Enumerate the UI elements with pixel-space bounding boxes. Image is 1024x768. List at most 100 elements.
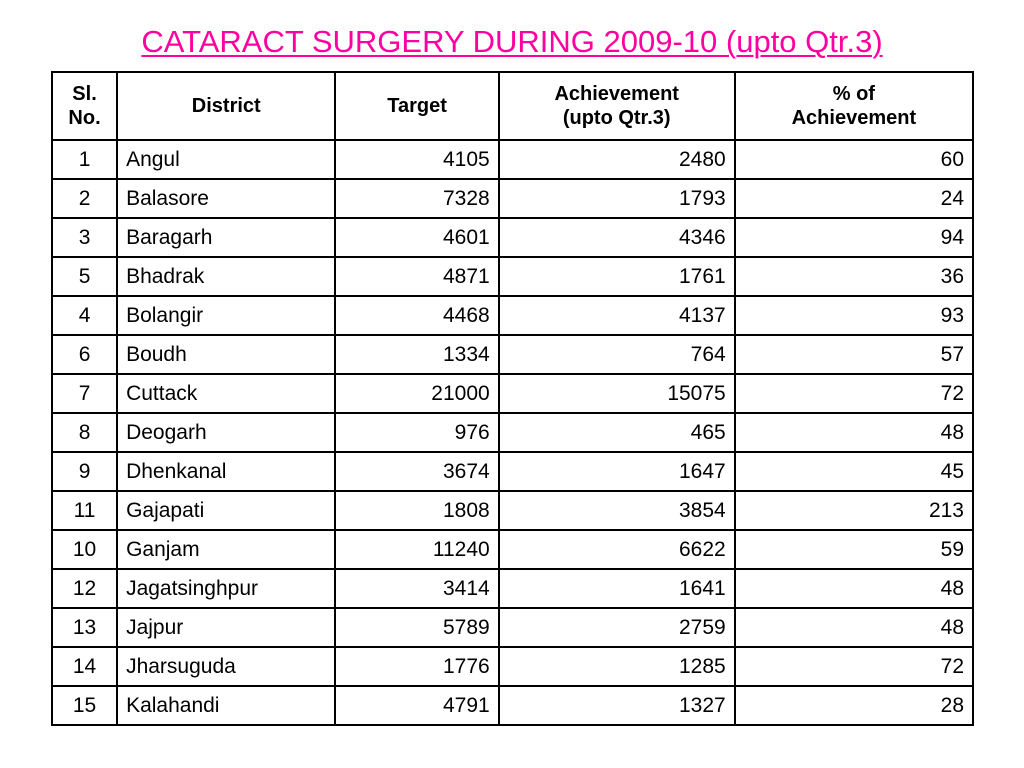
table-row: 14 Jharsuguda 1776 1285 72: [50, 646, 975, 687]
cell-achievement: 2759: [497, 607, 736, 648]
table-row: 9 Dhenkanal 3674 1647 45: [50, 451, 975, 492]
table-row: 7 Cuttack 21000 15075 72: [50, 373, 975, 414]
cell-slno: 1: [50, 139, 119, 180]
cell-achievement: 1285: [497, 646, 736, 687]
cell-pct-achievement: 36: [733, 256, 975, 297]
cell-pct-achievement: 59: [733, 529, 975, 570]
cell-achievement: 465: [497, 412, 736, 453]
header-achievement-line2: (upto Qtr.3): [562, 107, 671, 129]
cell-pct-achievement: 45: [733, 451, 975, 492]
cell-pct-achievement: 48: [733, 607, 975, 648]
cell-achievement: 1327: [497, 685, 736, 726]
cell-target: 4791: [334, 685, 500, 726]
header-slno-line2: No.: [68, 107, 101, 129]
cell-district: Bhadrak: [116, 256, 337, 297]
cell-pct-achievement: 48: [733, 412, 975, 453]
table-row: 10 Ganjam 11240 6622 59: [50, 529, 975, 570]
cell-achievement: 6622: [497, 529, 736, 570]
cell-slno: 11: [50, 490, 119, 531]
table-row: 2 Balasore 7328 1793 24: [50, 178, 975, 219]
header-target: Target: [334, 71, 500, 141]
header-achievement-line1: Achievement: [554, 83, 679, 105]
cell-achievement: 1761: [497, 256, 736, 297]
cell-target: 4871: [334, 256, 500, 297]
cell-slno: 2: [50, 178, 119, 219]
header-pct-line2: Achievement: [791, 107, 917, 129]
table-header: Sl. No. District Target Achievement (upto …: [50, 71, 975, 141]
cell-slno: 8: [50, 412, 119, 453]
cell-pct-achievement: 60: [733, 139, 975, 180]
table-row: 13 Jajpur 5789 2759 48: [50, 607, 975, 648]
cell-achievement: 1793: [497, 178, 736, 219]
cell-target: 11240: [334, 529, 500, 570]
cell-slno: 5: [50, 256, 119, 297]
cell-district: Gajapati: [116, 490, 337, 531]
cell-district: Angul: [116, 139, 337, 180]
cell-district: Jagatsinghpur: [116, 568, 337, 609]
cell-district: Dhenkanal: [116, 451, 337, 492]
table-row: 3 Baragarh 4601 4346 94: [50, 217, 975, 258]
cell-achievement: 4346: [497, 217, 736, 258]
cell-pct-achievement: 213: [733, 490, 975, 531]
table-row: 12 Jagatsinghpur 3414 1641 48: [50, 568, 975, 609]
cell-pct-achievement: 94: [733, 217, 975, 258]
cell-target: 3674: [334, 451, 500, 492]
cell-target: 1776: [334, 646, 500, 687]
cell-target: 21000: [334, 373, 500, 414]
header-pct-achievement: % of Achievement: [733, 71, 975, 141]
header-slno: Sl. No.: [50, 71, 119, 141]
table-body: 1 Angul 4105 2480 60 2 Balasore 7328 1793 24 3 Bara…: [50, 139, 975, 726]
cell-slno: 4: [50, 295, 119, 336]
cell-pct-achievement: 24: [733, 178, 975, 219]
cell-slno: 13: [50, 607, 119, 648]
cell-district: Jajpur: [116, 607, 337, 648]
cell-slno: 3: [50, 217, 119, 258]
cell-target: 1334: [334, 334, 500, 375]
cell-slno: 6: [50, 334, 119, 375]
cell-pct-achievement: 57: [733, 334, 975, 375]
cell-achievement: 3854: [497, 490, 736, 531]
cell-achievement: 15075: [497, 373, 736, 414]
cell-district: Baragarh: [116, 217, 337, 258]
cell-slno: 15: [50, 685, 119, 726]
header-pct-line1: % of: [832, 83, 875, 105]
cell-pct-achievement: 93: [733, 295, 975, 336]
cell-target: 3414: [334, 568, 500, 609]
cell-district: Deogarh: [116, 412, 337, 453]
cell-district: Kalahandi: [116, 685, 337, 726]
cell-achievement: 2480: [497, 139, 736, 180]
cell-district: Cuttack: [116, 373, 337, 414]
cell-pct-achievement: 28: [733, 685, 975, 726]
table-row: 5 Bhadrak 4871 1761 36: [50, 256, 975, 297]
table-row: 8 Deogarh 976 465 48: [50, 412, 975, 453]
cell-achievement: 1641: [497, 568, 736, 609]
cell-target: 4468: [334, 295, 500, 336]
cell-district: Boudh: [116, 334, 337, 375]
cell-slno: 7: [50, 373, 119, 414]
cell-target: 4601: [334, 217, 500, 258]
header-achievement: Achievement (upto Qtr.3): [497, 71, 736, 141]
cell-achievement: 764: [497, 334, 736, 375]
header-district: District: [116, 71, 337, 141]
cell-target: 4105: [334, 139, 500, 180]
table-row: 1 Angul 4105 2480 60: [50, 139, 975, 180]
cell-district: Ganjam: [116, 529, 337, 570]
cell-slno: 12: [50, 568, 119, 609]
cell-pct-achievement: 72: [733, 646, 975, 687]
cell-target: 976: [334, 412, 500, 453]
header-slno-line1: Sl.: [72, 83, 97, 105]
table-row: 4 Bolangir 4468 4137 93: [50, 295, 975, 336]
cell-district: Bolangir: [116, 295, 337, 336]
cell-pct-achievement: 48: [733, 568, 975, 609]
cell-slno: 10: [50, 529, 119, 570]
table-row: 6 Boudh 1334 764 57: [50, 334, 975, 375]
cell-slno: 9: [50, 451, 119, 492]
table-row: 11 Gajapati 1808 3854 213: [50, 490, 975, 531]
cell-target: 5789: [334, 607, 500, 648]
cell-district: Balasore: [116, 178, 337, 219]
cell-target: 1808: [334, 490, 500, 531]
cataract-surgery-table: Sl. No. District Target Achievement (upto …: [50, 71, 975, 726]
cell-slno: 14: [50, 646, 119, 687]
cell-achievement: 4137: [497, 295, 736, 336]
cell-pct-achievement: 72: [733, 373, 975, 414]
